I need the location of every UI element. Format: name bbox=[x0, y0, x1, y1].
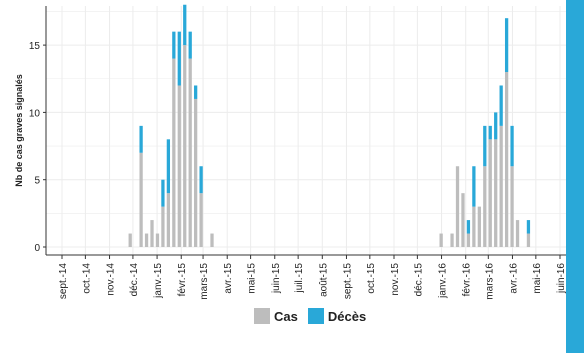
bar-deces bbox=[504, 18, 509, 73]
legend-label-cas: Cas bbox=[274, 308, 298, 324]
bar-cas bbox=[144, 233, 149, 247]
bar-cas bbox=[461, 193, 465, 247]
bar-cas bbox=[466, 233, 471, 247]
x-tick-label: mars-16 bbox=[484, 263, 495, 300]
bar-cas bbox=[177, 85, 181, 248]
bar-layer bbox=[128, 4, 531, 248]
legend: Cas Décès bbox=[254, 306, 372, 326]
bar-deces bbox=[161, 179, 165, 207]
bar-cas bbox=[172, 58, 176, 247]
x-tick-label: mars-15 bbox=[199, 263, 210, 300]
bar-deces bbox=[526, 220, 531, 234]
y-tick-label: 0 bbox=[34, 243, 40, 254]
bar-cas bbox=[150, 220, 154, 247]
bar-deces bbox=[188, 31, 192, 59]
x-tick-label: déc.-14 bbox=[129, 263, 140, 297]
chart-area: 0 5 10 15 sept.-14 oct.-14 nov.-14 déc.-14 janv.… bbox=[14, 4, 567, 300]
bar-deces bbox=[483, 125, 487, 167]
x-tick-label: déc.-15 bbox=[413, 263, 424, 297]
y-tick-label: 10 bbox=[29, 108, 41, 119]
bar-deces bbox=[499, 85, 503, 126]
bar-cas bbox=[472, 206, 476, 247]
bar-deces bbox=[166, 139, 171, 194]
legend-label-deces: Décès bbox=[327, 308, 367, 324]
bar-cas bbox=[183, 45, 187, 247]
x-tick-label: sept.-14 bbox=[58, 263, 69, 300]
bar-cas bbox=[194, 98, 198, 247]
bar-deces bbox=[183, 4, 187, 46]
bar-cas bbox=[128, 233, 132, 247]
x-tick-label: juil.-15 bbox=[294, 263, 305, 294]
x-tick-label: mai-16 bbox=[532, 263, 543, 294]
bar-cas bbox=[477, 206, 481, 247]
x-tick-label: nov.-14 bbox=[106, 263, 117, 296]
bar-cas bbox=[155, 233, 160, 247]
y-tick-label: 5 bbox=[34, 176, 40, 187]
legend-swatch-cas bbox=[254, 308, 270, 324]
bar-cas bbox=[488, 139, 492, 247]
x-tick-label: oct.-15 bbox=[366, 263, 377, 294]
bar-cas bbox=[166, 193, 171, 247]
bar-cas bbox=[139, 152, 143, 247]
bar-cas bbox=[199, 193, 203, 247]
chart-svg: 0 5 10 15 sept.-14 oct.-14 nov.-14 déc.-14 janv.… bbox=[14, 4, 567, 300]
side-accent-bar bbox=[566, 0, 584, 353]
x-tick-label: févr.-15 bbox=[177, 263, 188, 297]
bar-deces bbox=[194, 85, 198, 99]
bar-deces bbox=[466, 220, 471, 234]
x-tick-label: juin-16 bbox=[556, 263, 566, 294]
bar-cas bbox=[504, 72, 509, 247]
x-tick-label: janv.-15 bbox=[153, 263, 164, 299]
bar-cas bbox=[499, 125, 503, 247]
bar-cas bbox=[210, 233, 214, 247]
bar-deces bbox=[472, 166, 476, 207]
bar-deces bbox=[510, 125, 514, 167]
x-tick-label: juin-15 bbox=[271, 263, 282, 294]
x-tick-label: nov.-15 bbox=[390, 263, 401, 296]
x-tick-label: janv.-16 bbox=[438, 263, 449, 299]
bar-deces bbox=[172, 31, 176, 59]
x-tick-label: févr.-16 bbox=[462, 263, 473, 297]
x-tick-label: oct.-14 bbox=[81, 263, 92, 294]
bar-deces bbox=[494, 112, 498, 140]
legend-swatch-deces bbox=[307, 308, 324, 324]
axis-layer: 0 5 10 15 sept.-14 oct.-14 nov.-14 déc.-14 janv.… bbox=[14, 6, 567, 300]
bar-cas bbox=[439, 233, 443, 247]
bar-cas bbox=[526, 233, 531, 247]
bar-cas bbox=[510, 166, 514, 247]
bar-deces bbox=[199, 166, 203, 194]
bar-cas bbox=[483, 166, 487, 247]
x-tick-label: avr.-15 bbox=[223, 263, 234, 294]
bar-cas bbox=[515, 220, 520, 247]
bar-cas bbox=[450, 233, 454, 247]
bar-deces bbox=[139, 125, 143, 153]
x-tick-label: sept.-15 bbox=[342, 263, 353, 300]
bar-cas bbox=[455, 166, 460, 247]
y-tick-label: 15 bbox=[29, 41, 41, 52]
y-axis-title: Nb de cas graves signalés bbox=[14, 74, 24, 187]
bar-cas bbox=[494, 139, 498, 247]
grid-layer bbox=[46, 6, 566, 255]
bar-deces bbox=[177, 31, 181, 86]
bar-cas bbox=[188, 58, 192, 247]
x-tick-label: mai-15 bbox=[247, 263, 258, 294]
x-tick-label: août-15 bbox=[318, 263, 329, 297]
x-tick-label: avr.-16 bbox=[508, 263, 519, 294]
bar-deces bbox=[488, 125, 492, 140]
bar-cas bbox=[161, 206, 165, 247]
